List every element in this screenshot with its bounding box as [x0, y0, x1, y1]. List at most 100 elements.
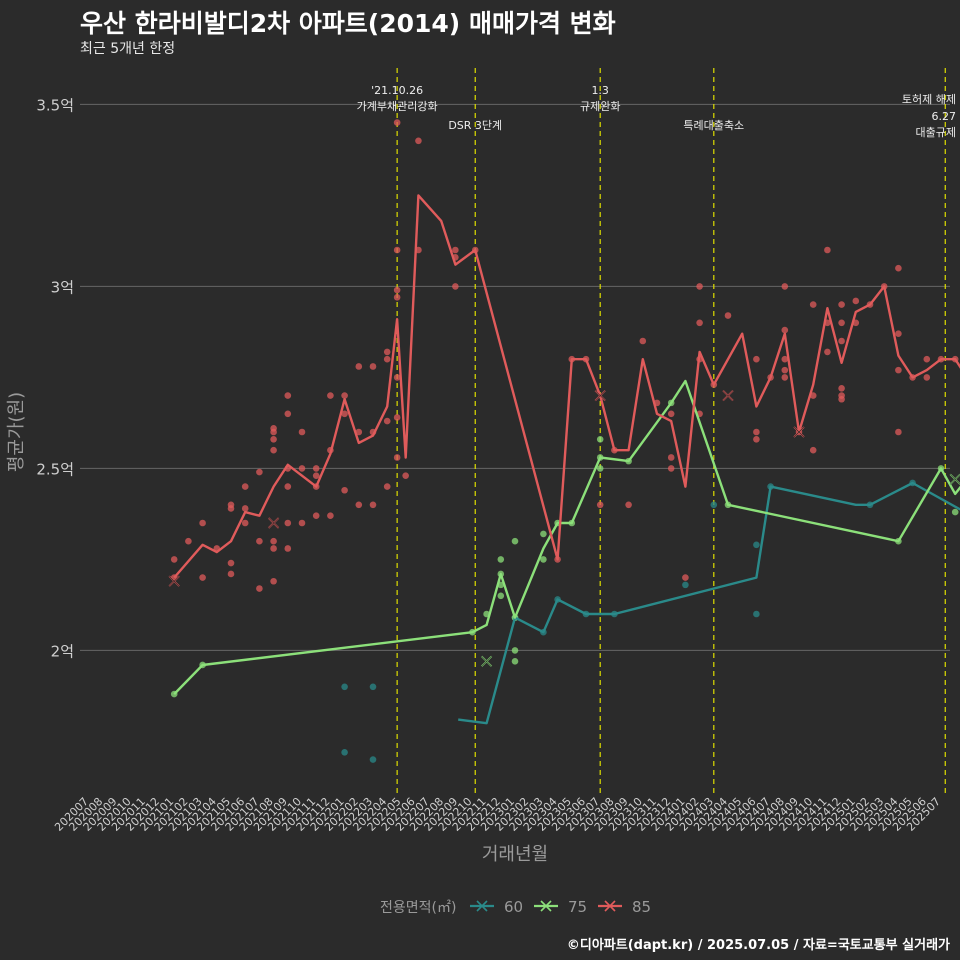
- data-point-85: [341, 486, 348, 494]
- x-axis-title: 거래년월: [482, 844, 548, 865]
- data-point-85: [724, 312, 732, 319]
- data-point-85: [753, 355, 760, 363]
- data-point-85: [327, 392, 334, 399]
- data-point-85: [199, 519, 206, 527]
- data-point-75: [540, 530, 547, 538]
- event-label: 특례대출축소: [683, 119, 744, 132]
- data-point-85: [383, 348, 391, 356]
- data-point-85: [355, 363, 363, 370]
- data-point-85: [369, 501, 377, 509]
- data-point-60: [369, 756, 377, 763]
- data-point-60: [682, 581, 689, 589]
- data-point-85: [393, 294, 401, 301]
- cross-marker-outline-85: [594, 390, 606, 401]
- data-point-85: [298, 519, 306, 527]
- data-point-85: [895, 428, 902, 436]
- data-point-85: [241, 505, 249, 512]
- data-point-85: [809, 446, 817, 454]
- data-point-85: [838, 301, 845, 308]
- data-point-85: [781, 326, 789, 334]
- cross-marker-outline-75: [949, 474, 960, 485]
- data-point-85: [838, 385, 845, 392]
- data-point-85: [781, 366, 789, 374]
- legend-cross-75: [540, 900, 552, 912]
- y-tick-label: 3억: [51, 278, 74, 296]
- data-point-85: [284, 545, 292, 552]
- data-point-85: [824, 348, 831, 356]
- data-point-85: [639, 337, 647, 345]
- data-point-85: [452, 283, 459, 290]
- data-point-85: [753, 428, 760, 436]
- y-axis-title: 평균가(원): [6, 392, 27, 472]
- cross-marker-outline-75: [481, 656, 492, 667]
- data-point-85: [369, 363, 377, 370]
- legend-item-60: 60: [470, 898, 523, 916]
- data-point-85: [270, 425, 277, 432]
- data-point-85: [895, 366, 902, 374]
- data-point-85: [696, 283, 703, 290]
- chart-subtitle: 최근 5개년 한정: [80, 41, 176, 57]
- data-point-85: [753, 435, 760, 443]
- event-label: DSR 3단계: [448, 119, 502, 132]
- y-tick-label: 2억: [51, 642, 74, 660]
- data-point-85: [270, 435, 277, 443]
- data-point-85: [923, 374, 931, 381]
- data-point-85: [284, 392, 292, 399]
- data-point-85: [327, 512, 334, 520]
- data-point-60: [369, 683, 377, 691]
- chart-title: 우산 한라비발디2차 아파트(2014) 매매가격 변화: [80, 9, 616, 38]
- cross-marker-outline-85: [793, 426, 805, 438]
- data-point-85: [227, 559, 235, 567]
- data-point-75: [511, 658, 519, 665]
- data-point-75: [596, 435, 604, 443]
- event-label: 가계부채관리강화: [357, 100, 438, 113]
- data-point-85: [270, 577, 277, 585]
- data-point-85: [256, 537, 263, 545]
- data-point-85: [284, 483, 292, 490]
- data-point-85: [781, 374, 789, 381]
- data-point-60: [710, 501, 718, 509]
- data-point-85: [838, 319, 845, 327]
- event-label: '21.10.26: [371, 84, 423, 97]
- data-point-85: [284, 519, 292, 527]
- event-label: 6.27: [932, 110, 957, 123]
- source-caption: ©디아파트(dapt.kr) / 2025.07.05 / 자료=국토교통부 실…: [566, 938, 950, 953]
- legend: 전용면적(㎡) 60 75 85: [380, 898, 651, 916]
- data-point-75: [596, 465, 604, 472]
- data-point-75: [951, 508, 959, 516]
- data-point-85: [696, 319, 703, 327]
- cross-marker-outline-85: [268, 517, 279, 529]
- data-point-85: [284, 410, 292, 418]
- series-line-60: [458, 481, 960, 725]
- data-point-85: [241, 519, 249, 527]
- cross-marker-outline-85: [168, 576, 180, 587]
- data-point-85: [341, 410, 348, 418]
- event-label: 1.3: [591, 84, 609, 97]
- legend-label-75: 75: [568, 898, 587, 916]
- event-label: 토허제 해제: [902, 92, 956, 106]
- data-point-85: [393, 119, 401, 126]
- y-tick-label: 3.5억: [36, 96, 74, 114]
- data-point-85: [838, 395, 845, 403]
- event-label: 규제완화: [580, 100, 620, 113]
- data-point-85: [312, 512, 320, 520]
- data-point-85: [402, 472, 409, 479]
- data-point-85: [170, 556, 178, 563]
- data-point-85: [312, 472, 320, 479]
- data-point-85: [393, 286, 401, 294]
- data-point-85: [355, 428, 363, 436]
- data-point-85: [667, 454, 675, 461]
- data-point-85: [895, 330, 902, 338]
- legend-cross-85: [604, 900, 616, 912]
- data-point-85: [241, 483, 249, 490]
- data-point-85: [667, 410, 675, 418]
- data-point-85: [270, 545, 277, 552]
- legend-label-85: 85: [632, 898, 651, 916]
- data-point-60: [341, 749, 348, 756]
- y-tick-label: 2.5억: [36, 460, 74, 478]
- data-point-75: [511, 537, 519, 545]
- data-point-85: [682, 574, 689, 581]
- data-point-85: [393, 374, 401, 381]
- data-point-85: [383, 417, 391, 425]
